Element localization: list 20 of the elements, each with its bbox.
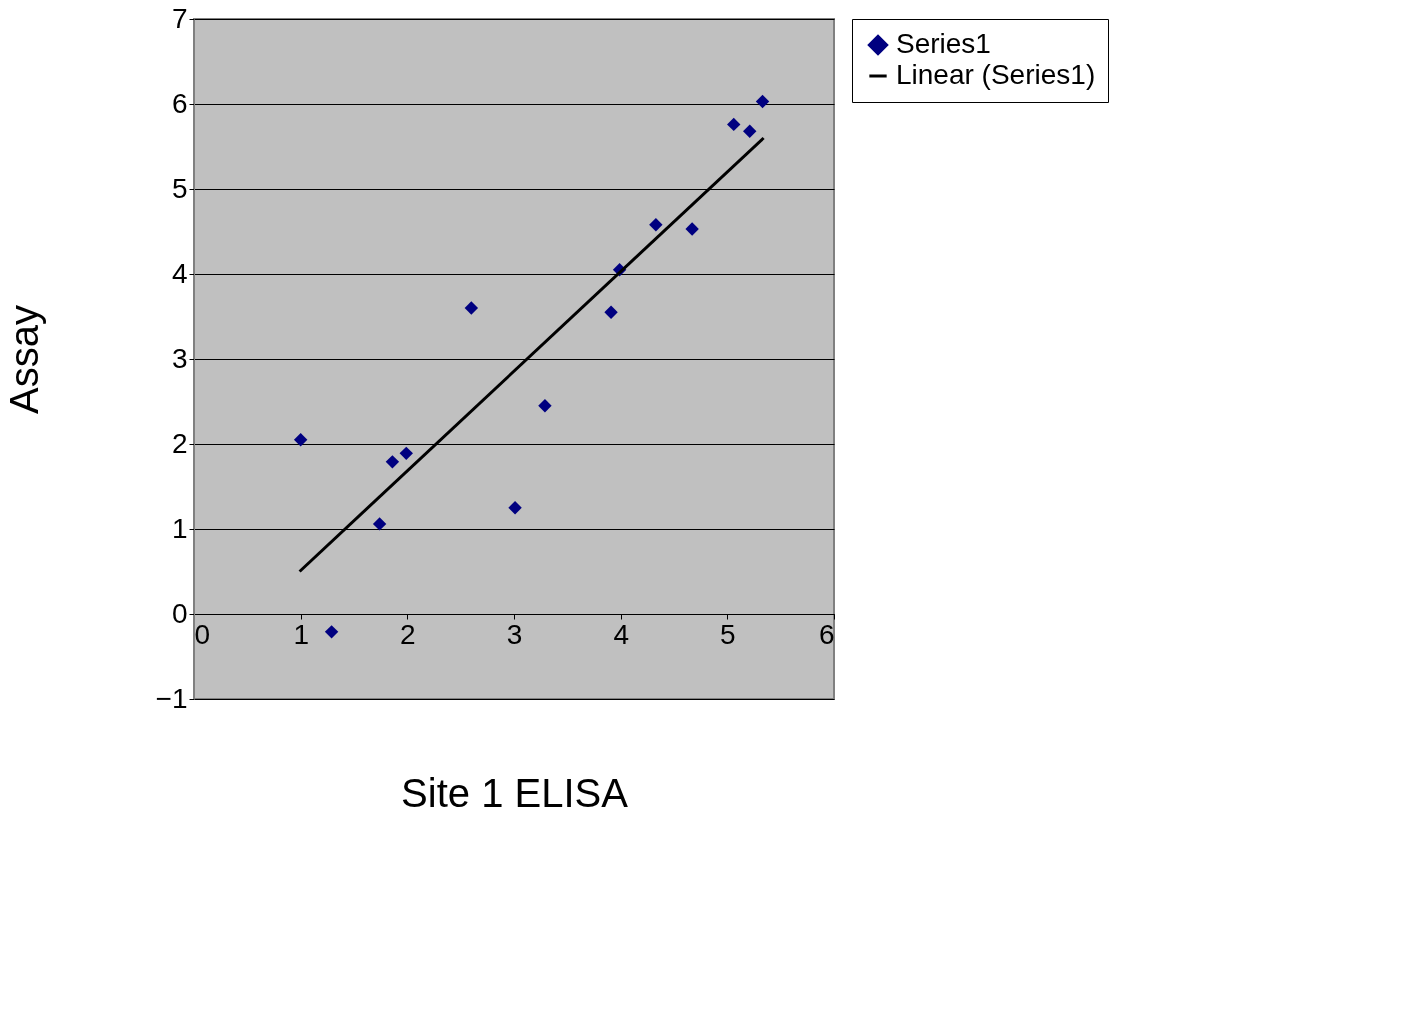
y-tick-label: 5: [171, 172, 188, 204]
y-axis-title: Assay: [1, 305, 46, 414]
y-tick-label: 1: [171, 512, 188, 544]
legend-label: Linear (Series1): [896, 59, 1096, 90]
x-axis-title: Site 1 ELISA: [401, 770, 629, 815]
x-tick-label: 6: [818, 618, 835, 650]
x-tick-label: 3: [506, 618, 523, 650]
y-tick-label: 6: [171, 87, 188, 119]
y-tick-label: 3: [171, 342, 188, 374]
x-tick-label: 0: [194, 618, 211, 650]
x-tick-label: 1: [293, 618, 309, 650]
x-tick-label: 4: [613, 618, 629, 650]
legend-label: Series1: [896, 28, 991, 59]
y-tick-label: 2: [171, 427, 188, 459]
y-tick-label: 7: [171, 2, 188, 34]
y-tick-label: −1: [155, 682, 188, 714]
y-tick-label: 0: [171, 597, 188, 629]
y-tick-label: 4: [171, 257, 188, 289]
x-tick-label: 5: [720, 618, 736, 650]
x-tick-label: 2: [400, 618, 416, 650]
